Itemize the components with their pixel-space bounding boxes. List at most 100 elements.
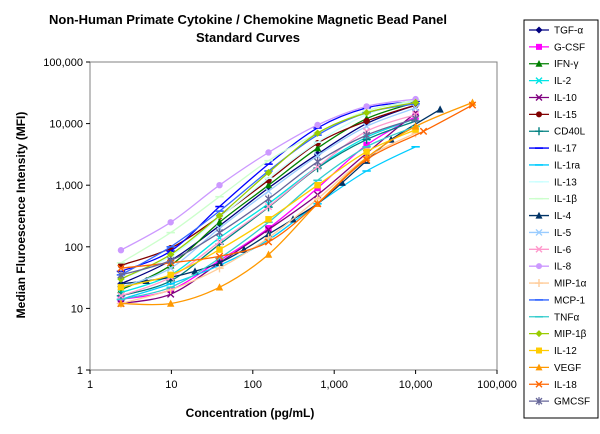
legend-entry: IL-17 (529, 144, 577, 155)
data-point (535, 59, 543, 67)
chart-subtitle: Standard Curves (196, 30, 300, 45)
data-point (363, 117, 370, 125)
data-point (535, 127, 543, 136)
data-point (468, 101, 477, 109)
data-point (167, 219, 174, 226)
data-point (215, 252, 224, 261)
y-tick-label: 10 (71, 303, 83, 315)
data-point (264, 225, 273, 234)
data-point (117, 284, 125, 291)
legend-entry: TNFα (529, 312, 579, 323)
data-point (117, 292, 125, 300)
legend-label: TGF-α (554, 26, 583, 37)
data-point (264, 250, 273, 258)
data-point (535, 245, 543, 253)
data-point (313, 150, 322, 158)
legend-label: IL-6 (554, 245, 572, 256)
legend-label: GMCSF (554, 397, 590, 408)
legend-label: MCP-1 (554, 295, 586, 306)
legend-entry: MIP-1α (529, 279, 587, 290)
data-point (265, 149, 272, 156)
data-point (536, 43, 542, 50)
data-point (314, 121, 321, 129)
data-point (264, 238, 273, 246)
data-point (265, 225, 272, 232)
data-point (535, 93, 543, 101)
legend-label: IL-1β (554, 194, 577, 205)
legend-label: IL-17 (554, 144, 577, 155)
legend-label: IL-18 (554, 380, 577, 391)
data-point (535, 363, 543, 371)
legend-entry: GMCSF (529, 397, 590, 408)
data-point (313, 157, 322, 166)
data-point (264, 233, 273, 242)
data-point (264, 202, 273, 211)
y-tick-label: 1,000 (55, 180, 83, 192)
x-tick-label: 100,000 (477, 379, 517, 391)
legend-label: VEGF (554, 363, 581, 374)
legend-label: MIP-1α (554, 279, 587, 290)
legend-entry: TGF-α (529, 26, 583, 37)
legend-label: IL-15 (554, 110, 577, 121)
data-point (264, 168, 273, 177)
legend-entry: IL-8 (529, 262, 572, 273)
data-point (215, 258, 224, 266)
legend-entry: VEGF (529, 363, 581, 374)
data-point (363, 148, 370, 155)
x-axis-title: Concentration (pg/mL) (186, 406, 315, 420)
legend-entry: IL-18 (529, 380, 577, 391)
data-point (536, 111, 542, 118)
series-22 (117, 114, 420, 280)
y-axis-title: Median Fluroescence Intensity (MFI) (14, 112, 28, 319)
series-21 (117, 101, 477, 272)
legend-entry: IFN-γ (529, 59, 578, 70)
data-point (166, 264, 175, 272)
legend-label: IL-10 (554, 93, 577, 104)
data-point (215, 263, 224, 273)
y-tick-label: 10,000 (49, 119, 83, 131)
legend-entry: IL-5 (529, 228, 572, 239)
data-point (411, 114, 420, 123)
data-point (215, 238, 224, 246)
data-point (313, 152, 322, 160)
data-point (215, 211, 224, 220)
x-tick-label: 1 (87, 379, 93, 391)
data-point (117, 264, 125, 272)
data-point (166, 250, 175, 259)
data-point (166, 299, 175, 307)
series-18 (117, 98, 420, 283)
data-point (215, 218, 224, 226)
plot-area: 1 10 100 1,000 10,000 100,000 1 10 100 1,000 10,00… (43, 57, 517, 391)
legend-entry: IL-1β (529, 194, 577, 205)
data-point (536, 263, 542, 270)
series-line (120, 104, 473, 269)
data-point (535, 279, 543, 288)
legend-label: IL-5 (554, 228, 572, 239)
legend-label: IL-12 (554, 346, 577, 357)
x-tick-label: 1,000 (320, 379, 348, 391)
x-tick-label: 10,000 (399, 379, 433, 391)
legend-label: IL-13 (554, 177, 577, 188)
x-tick-label: 100 (244, 379, 262, 391)
data-point (411, 122, 420, 130)
data-point (117, 247, 125, 254)
legend-entry: IL-6 (529, 245, 572, 256)
data-point (411, 104, 420, 112)
data-point (535, 211, 543, 219)
data-point (313, 144, 322, 152)
legend-entry: IL-10 (529, 93, 577, 104)
data-point (419, 127, 428, 135)
data-point (313, 129, 322, 137)
data-point (215, 283, 224, 291)
legend-entry: IL-13 (529, 177, 577, 188)
data-point (215, 228, 224, 237)
legend: TGF-α G-CSF IFN-γ IL-2 IL-10 IL-15 CD40L IL-17 I… (523, 19, 599, 419)
data-point (363, 103, 370, 110)
data-point (264, 181, 273, 189)
data-point (167, 271, 174, 279)
data-point (117, 270, 125, 280)
data-point (535, 380, 543, 388)
chart-title: Non-Human Primate Cytokine / Chemokine M… (49, 12, 447, 27)
legend-entry: MIP-1β (529, 329, 587, 340)
legend-entry: IL-1ra (529, 160, 581, 171)
